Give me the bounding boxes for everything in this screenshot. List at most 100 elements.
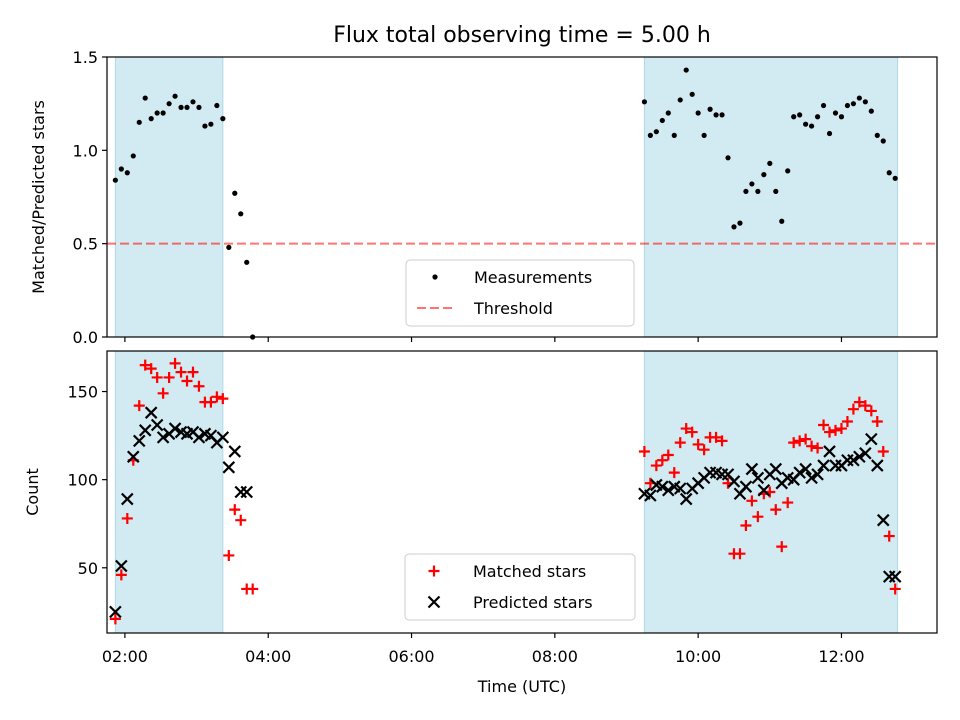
matched-star-point: [115, 569, 127, 581]
matched-star-point: [841, 416, 853, 427]
matched-star-point: [883, 530, 895, 542]
measurement-point: [761, 172, 767, 178]
matched-star-point: [181, 375, 193, 387]
measurement-point: [880, 138, 886, 144]
predicted-star-point: [656, 480, 669, 493]
y-axis-label: Count: [23, 468, 42, 516]
predicted-star-point: [192, 431, 206, 444]
measurement-point: [653, 129, 659, 135]
measurement-point: [130, 153, 136, 159]
measurement-point: [166, 101, 172, 107]
predicted-star-point: [727, 475, 741, 488]
legend: Matched stars Predicted stars: [404, 553, 636, 621]
x-tick-label: 06:00: [388, 647, 434, 666]
matched-star-point: [205, 396, 217, 408]
predicted-star-point: [115, 559, 128, 573]
measurement-point: [148, 116, 154, 122]
predicted-star-point: [799, 462, 812, 476]
predicted-star-point: [168, 422, 182, 435]
measurement-point: [874, 132, 880, 138]
measurement-point: [725, 155, 731, 161]
measurement-point: [184, 104, 190, 110]
predicted-star-point: [876, 513, 890, 527]
measurement-point: [701, 132, 707, 138]
measurement-point: [755, 188, 761, 194]
matched-star-point: [734, 548, 746, 560]
measurement-point: [737, 220, 743, 226]
matched-star-point: [871, 416, 883, 427]
legend-matched-marker: [428, 565, 440, 577]
predicted-star-point: [662, 483, 675, 497]
matched-star-point: [770, 504, 782, 516]
measurement-point: [719, 112, 725, 118]
matched-star-point: [740, 519, 752, 531]
matched-star-point: [163, 371, 175, 383]
predicted-star-point: [150, 418, 164, 432]
matched-star-point: [824, 426, 836, 438]
x-tick-label: 10:00: [675, 647, 721, 666]
predicted-star-point: [216, 431, 230, 444]
matched-star-point: [662, 449, 674, 461]
measurement-point: [659, 117, 665, 124]
chart-title: Flux total observing time = 5.00 h: [333, 23, 711, 48]
matched-star-point: [710, 431, 722, 443]
y-tick-label: 100: [67, 471, 98, 490]
matched-star-point: [686, 426, 698, 438]
matched-star-point: [217, 393, 229, 405]
matched-star-point: [680, 423, 692, 435]
matched-star-point: [794, 435, 806, 447]
matched-star-point: [650, 460, 662, 472]
measurement-point: [238, 211, 244, 217]
predicted-star-point: [751, 471, 765, 485]
measurement-point: [707, 106, 713, 112]
matched-star-point: [151, 371, 163, 383]
predicted-star-point: [769, 462, 783, 476]
measurement-point: [220, 116, 226, 122]
measurement-point: [112, 177, 118, 183]
y-axis-label: Matched/Predicted stars: [29, 100, 48, 294]
matched-star-point: [847, 403, 859, 415]
predicted-star-point: [853, 450, 866, 464]
matched-star-point: [229, 504, 241, 516]
legend-label: Threshold: [473, 299, 553, 318]
legend-label: Measurements: [474, 268, 592, 287]
predicted-star-point: [865, 432, 878, 446]
measurement-point: [838, 114, 845, 120]
measurement-point: [862, 99, 868, 105]
matched-star-point: [656, 454, 668, 466]
legend-label: Predicted stars: [473, 593, 593, 612]
predicted-star-point: [240, 485, 254, 499]
matched-star-point: [109, 613, 121, 625]
measurement-point: [202, 123, 208, 129]
measurement-point: [892, 175, 898, 181]
matched-star-point: [853, 396, 865, 408]
predicted-star-point: [679, 492, 693, 506]
measurement-point: [244, 259, 250, 265]
measurement-point: [850, 101, 857, 107]
matched-star-point: [829, 424, 841, 436]
measurement-point: [856, 95, 862, 101]
series-predicted-stars: [109, 406, 902, 619]
measurement-point: [160, 110, 166, 116]
plot-frame: [106, 350, 938, 634]
measurement-point: [886, 170, 892, 176]
x-axis-label: Time (UTC): [477, 677, 566, 696]
measurement-point: [136, 119, 142, 125]
matched-star-point: [133, 400, 145, 412]
predicted-star-point: [888, 570, 902, 583]
measurement-point: [809, 123, 815, 129]
predicted-star-point: [156, 431, 170, 444]
measurement-point: [731, 224, 737, 230]
predicted-star-point: [644, 489, 657, 502]
predicted-star-point: [871, 459, 884, 472]
measurement-point: [232, 190, 238, 196]
matched-star-point: [121, 512, 133, 524]
measurement-point: [695, 110, 701, 116]
measurement-point: [172, 93, 178, 99]
measurement-point: [803, 121, 809, 127]
predicted-star-point: [109, 605, 122, 619]
matched-star-point: [859, 400, 871, 412]
measurement-point: [154, 110, 160, 116]
measurement-point: [677, 97, 683, 103]
